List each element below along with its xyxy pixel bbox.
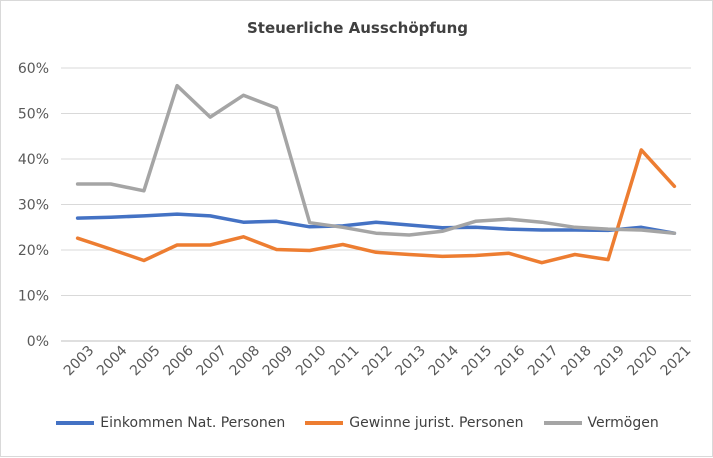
x-tick-label: 2016 bbox=[492, 343, 529, 380]
x-tick-label: 2009 bbox=[260, 343, 297, 380]
x-tick-label: 2014 bbox=[426, 343, 463, 380]
x-tick-label: 2015 bbox=[459, 343, 496, 380]
y-tick-label: 40% bbox=[18, 152, 49, 168]
legend-item: Vermögen bbox=[543, 415, 659, 431]
y-tick-label: 10% bbox=[18, 289, 49, 305]
legend-label: Gewinne jurist. Personen bbox=[349, 415, 524, 431]
legend-swatch bbox=[56, 421, 95, 425]
legend-swatch bbox=[543, 421, 582, 425]
legend-label: Einkommen Nat. Personen bbox=[100, 415, 286, 431]
legend-item: Gewinne jurist. Personen bbox=[305, 415, 524, 431]
legend-item: Einkommen Nat. Personen bbox=[56, 415, 285, 431]
x-tick-label: 2019 bbox=[591, 343, 628, 380]
x-tick-label: 2004 bbox=[94, 343, 131, 380]
x-tick-label: 2021 bbox=[658, 343, 695, 380]
y-tick-label: 30% bbox=[18, 198, 49, 214]
x-tick-label: 2005 bbox=[127, 343, 164, 380]
x-tick-label: 2006 bbox=[160, 343, 197, 380]
x-tick-label: 2012 bbox=[359, 343, 396, 380]
series-line-2 bbox=[75, 148, 677, 265]
x-tick-label: 2018 bbox=[558, 343, 595, 380]
x-tick-label: 2003 bbox=[61, 343, 98, 380]
y-tick-label: 60% bbox=[18, 61, 49, 77]
series-line-3 bbox=[75, 83, 677, 237]
legend-label: Vermögen bbox=[587, 415, 659, 431]
x-tick-label: 2011 bbox=[326, 343, 363, 380]
chart-legend: Einkommen Nat. Personen Gewinne jurist. P… bbox=[1, 415, 713, 431]
legend-swatch bbox=[305, 421, 344, 425]
x-tick-label: 2020 bbox=[625, 343, 662, 380]
series-line-1 bbox=[75, 212, 677, 235]
x-tick-label: 2007 bbox=[193, 343, 230, 380]
y-tick-label: 0% bbox=[27, 334, 49, 350]
y-tick-label: 50% bbox=[18, 107, 49, 123]
x-tick-label: 2017 bbox=[525, 343, 562, 380]
x-tick-label: 2008 bbox=[227, 343, 264, 380]
y-tick-label: 20% bbox=[18, 243, 49, 259]
x-tick-label: 2013 bbox=[392, 343, 429, 380]
x-tick-label: 2010 bbox=[293, 343, 330, 380]
chart-title: Steuerliche Ausschöpfung bbox=[246, 19, 469, 37]
